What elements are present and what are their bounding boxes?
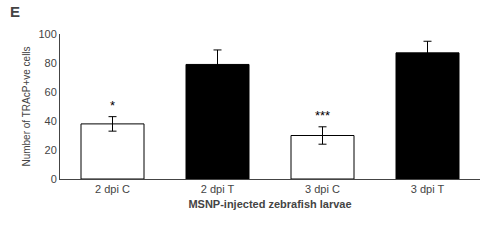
svg-text:100: 100 xyxy=(38,28,56,40)
svg-text:0: 0 xyxy=(51,173,57,185)
svg-text:3 dpi T: 3 dpi T xyxy=(411,183,445,195)
svg-text:20: 20 xyxy=(45,144,57,156)
svg-text:80: 80 xyxy=(45,57,57,69)
svg-text:40: 40 xyxy=(45,115,57,127)
svg-text:Number of TRAcP+ve cells: Number of TRAcP+ve cells xyxy=(21,46,32,166)
svg-text:E: E xyxy=(10,3,20,20)
svg-text:***: *** xyxy=(315,108,330,123)
svg-text:60: 60 xyxy=(45,86,57,98)
svg-text:2 dpi C: 2 dpi C xyxy=(95,183,130,195)
svg-text:MSNP-injected zebrafish larvae: MSNP-injected zebrafish larvae xyxy=(188,198,351,210)
svg-text:2 dpi T: 2 dpi T xyxy=(201,183,235,195)
svg-text:*: * xyxy=(110,98,115,113)
svg-text:3 dpi C: 3 dpi C xyxy=(305,183,340,195)
